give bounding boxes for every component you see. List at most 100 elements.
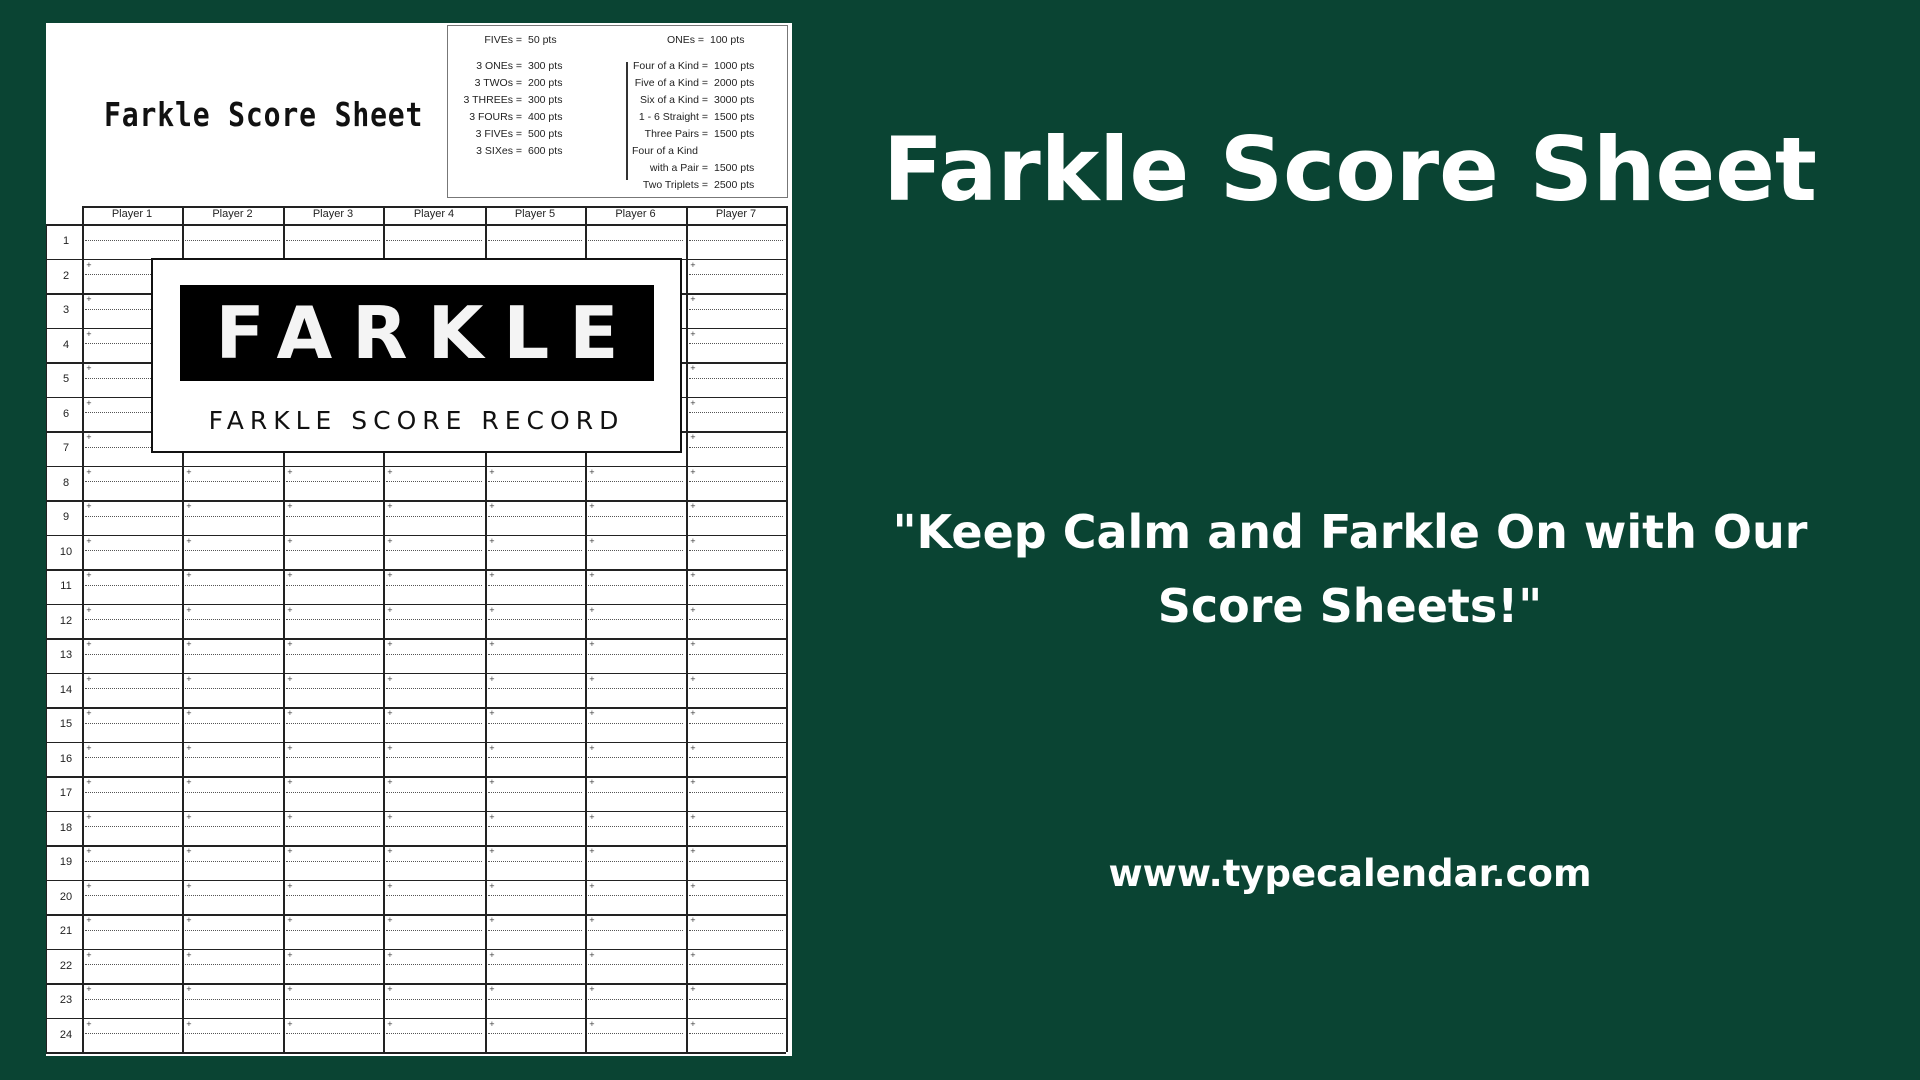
score-cell-dotted-line [386, 895, 482, 897]
score-cell-dotted-line [689, 895, 783, 897]
row-divider [46, 569, 786, 571]
player-header: Player 7 [715, 208, 757, 220]
score-cell-dotted-line [185, 860, 280, 862]
cell-marker: + [86, 1019, 92, 1028]
score-rule-value: 600 pts [528, 145, 563, 157]
score-cell-dotted-line [689, 964, 783, 966]
score-rule-label: 3 SIXes = [476, 145, 522, 157]
score-rule-value: 2500 pts [714, 179, 755, 191]
row-divider [46, 707, 786, 709]
cell-marker: + [489, 985, 495, 993]
score-rule-label: Two Triplets = [642, 179, 708, 191]
cell-marker: + [690, 571, 696, 579]
score-cell-dotted-line [588, 481, 683, 483]
score-rule: Six of a Kind = 3000 pts [598, 94, 754, 106]
cell-marker: + [86, 985, 92, 993]
cell-marker: + [589, 571, 595, 579]
cell-marker: + [690, 433, 696, 441]
player-header: Player 4 [413, 208, 455, 220]
score-rule-label: 3 THREEs = [463, 94, 522, 106]
score-cell-dotted-line [488, 1033, 582, 1035]
cell-marker: + [387, 571, 393, 579]
score-rule-value: 2000 pts [714, 77, 755, 89]
score-cell-dotted-line [488, 998, 582, 1000]
score-cell-dotted-line [185, 895, 280, 897]
cell-marker: + [86, 950, 92, 959]
website-link[interactable]: www.typecalendar.com [1108, 852, 1592, 895]
cell-marker: + [690, 916, 696, 924]
score-cell-dotted-line [85, 826, 179, 828]
score-rule-value: 300 pts [528, 94, 563, 106]
score-cell-dotted-line [689, 929, 783, 931]
cell-marker: + [387, 502, 393, 510]
score-cell-dotted-line [588, 619, 683, 621]
score-rule: Four of a Kind [632, 145, 704, 157]
score-cell-dotted-line [689, 446, 783, 448]
score-cell-dotted-line [689, 377, 783, 379]
score-rule-label: 3 FOURs = [469, 111, 522, 123]
score-cell-dotted-line [185, 791, 280, 793]
score-cell-dotted-line [286, 1033, 380, 1035]
score-cell-dotted-line [488, 653, 582, 655]
cell-marker: + [86, 778, 92, 786]
cell-marker: + [387, 881, 393, 890]
score-cell-dotted-line [689, 239, 783, 241]
score-cell-dotted-line [85, 998, 179, 1000]
cell-marker: + [690, 260, 696, 269]
farkle-logo: FARKLE [180, 285, 654, 381]
score-cell-dotted-line [588, 515, 683, 517]
banner-title: Farkle Score Sheet [883, 118, 1817, 221]
score-rule-value: 3000 pts [714, 94, 755, 106]
cell-marker: + [86, 847, 92, 855]
score-rule-label: Five of a Kind = [634, 77, 708, 89]
score-cell-dotted-line [85, 343, 179, 345]
column-divider [786, 206, 788, 1052]
cell-marker: + [690, 812, 696, 821]
row-number: 14 [59, 683, 73, 696]
cell-marker: + [387, 950, 393, 959]
score-cell-dotted-line [85, 860, 179, 862]
score-cell-dotted-line [588, 239, 683, 241]
cell-marker: + [387, 605, 393, 614]
row-divider [46, 465, 786, 467]
score-cell-dotted-line [185, 757, 280, 759]
score-cell-dotted-line [689, 308, 783, 310]
score-cell-dotted-line [689, 860, 783, 862]
player-header: Player 2 [212, 208, 253, 220]
cell-marker: + [287, 571, 293, 579]
row-number: 21 [59, 925, 73, 937]
cell-marker: + [186, 467, 192, 476]
cell-marker: + [86, 260, 92, 269]
row-divider [46, 741, 786, 743]
row-number: 18 [59, 821, 73, 834]
score-cell-dotted-line [488, 757, 582, 759]
row-divider [46, 914, 786, 916]
cell-marker: + [690, 709, 696, 717]
score-cell-dotted-line [386, 653, 482, 655]
column-divider [82, 206, 84, 1052]
score-rule-label: 3 ONEs = [476, 60, 522, 72]
cell-marker: + [589, 985, 595, 993]
cell-marker: + [589, 847, 595, 855]
score-cell-dotted-line [386, 757, 482, 759]
score-cell-dotted-line [386, 481, 482, 483]
score-cell-dotted-line [488, 515, 582, 517]
cell-marker: + [489, 1019, 495, 1028]
cell-marker: + [387, 536, 393, 545]
score-cell-dotted-line [185, 929, 280, 931]
score-cell-dotted-line [286, 791, 380, 793]
score-cell-dotted-line [286, 964, 380, 966]
score-rule-value: 50 pts [528, 34, 557, 46]
score-cell-dotted-line [85, 308, 179, 310]
score-cell-dotted-line [85, 446, 179, 448]
cell-marker: + [287, 950, 293, 959]
row-number: 24 [59, 1028, 73, 1041]
cell-marker: + [387, 467, 393, 476]
cell-marker: + [86, 709, 92, 717]
score-cell-dotted-line [386, 515, 482, 517]
cell-marker: + [489, 778, 495, 786]
score-cell-dotted-line [386, 688, 482, 690]
score-cell-dotted-line [85, 584, 179, 586]
score-cell-dotted-line [488, 239, 582, 241]
score-cell-dotted-line [286, 550, 380, 552]
